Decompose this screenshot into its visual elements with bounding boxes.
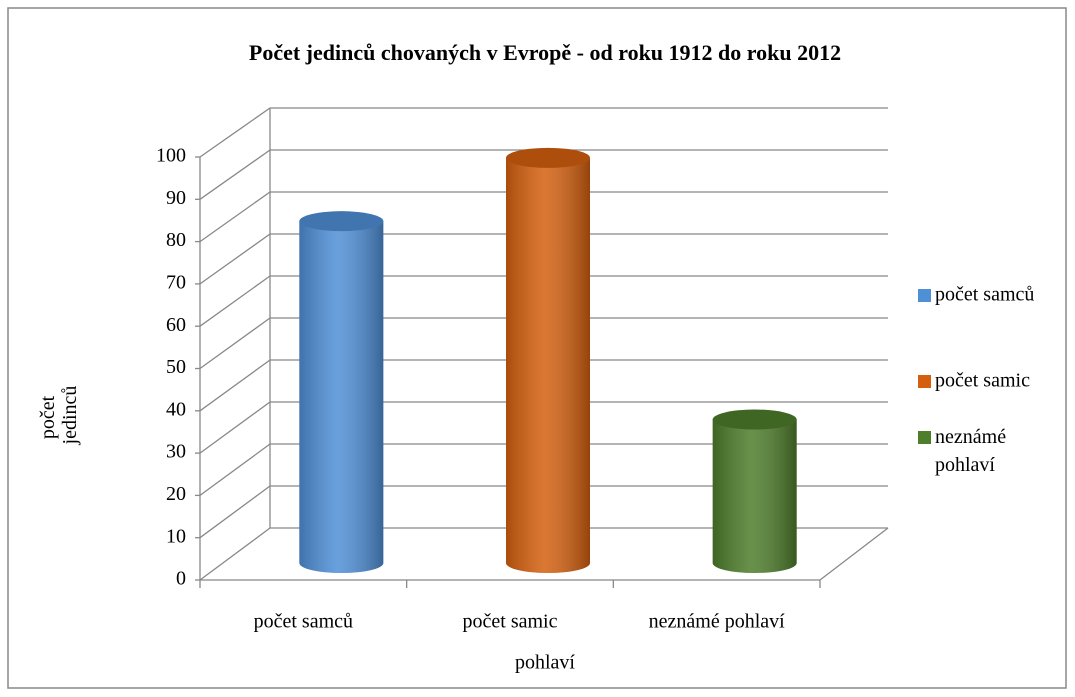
bar-top (506, 147, 590, 168)
grid-line (199, 359, 888, 412)
grid-line (199, 191, 888, 243)
chart-title: Počet jedinců chovaných v Evropě - od ro… (249, 40, 841, 65)
y-tick-label: 70 (166, 271, 186, 293)
y-tick-label: 20 (166, 483, 186, 505)
bar-shading (506, 157, 590, 573)
bar-top-shade (712, 409, 797, 430)
bar-top-shade (506, 147, 590, 168)
grid-line (199, 233, 888, 285)
x-tick-label: počet samic (463, 611, 558, 633)
y-tick-label: 10 (166, 525, 186, 547)
legend-label: neznámé pohlaví (935, 426, 1011, 476)
y-tick-label: 100 (156, 145, 186, 167)
bar-top-shade (299, 211, 384, 232)
y-tick-label: 80 (166, 229, 186, 251)
legend-label: počet samců (935, 284, 1034, 306)
y-tick-label: 90 (166, 187, 186, 209)
y-axis-label: počet jedinců (37, 386, 81, 446)
grid-line (199, 527, 888, 581)
grid-line (199, 443, 888, 496)
legend-label: počet samic (935, 370, 1030, 392)
legend-swatch (918, 289, 931, 302)
grid-line (199, 107, 888, 158)
legend-swatch (918, 431, 931, 444)
y-tick-label: 30 (166, 441, 186, 463)
bar-shading (712, 419, 797, 573)
y-tick-label: 40 (166, 398, 186, 420)
bar-top (712, 409, 797, 430)
grid-line (199, 401, 888, 454)
grid-line (199, 317, 888, 370)
bar-shading (299, 221, 384, 573)
y-tick-label: 60 (166, 314, 186, 336)
legend-swatch (918, 375, 931, 388)
y-tick-label: 0 (176, 568, 186, 590)
x-tick-label: počet samců (254, 611, 353, 633)
bar-top (299, 211, 384, 232)
x-axis-label: pohlaví (515, 652, 575, 674)
y-tick-label: 50 (166, 356, 186, 378)
grid-line (199, 485, 888, 539)
x-tick-label: neznámé pohlaví (649, 611, 785, 633)
grid-line (199, 275, 888, 327)
grid-line (199, 149, 888, 200)
